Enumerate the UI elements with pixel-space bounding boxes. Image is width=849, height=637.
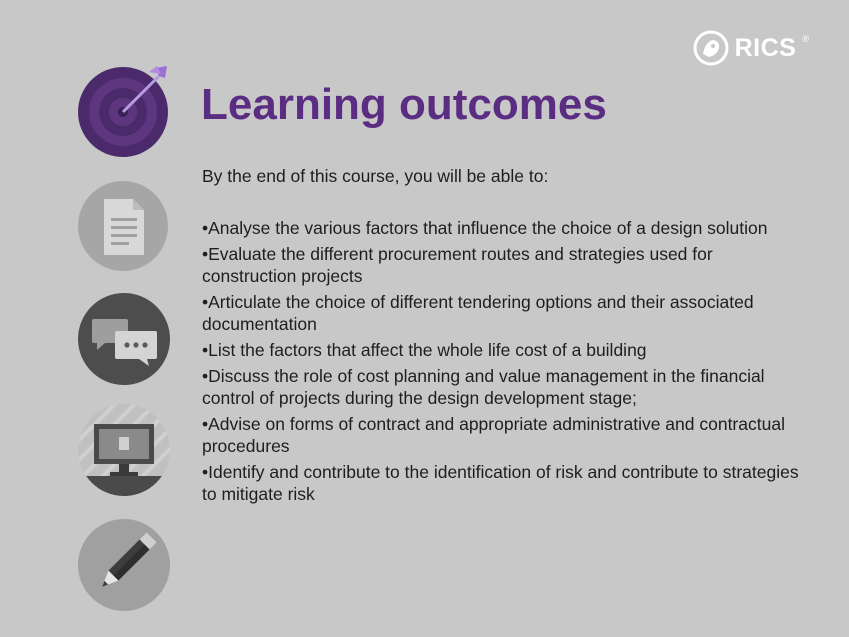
list-item: •Discuss the role of cost planning and v…	[202, 366, 765, 408]
list-item: •Articulate the choice of different tend…	[202, 292, 754, 334]
pencil-icon	[78, 519, 170, 611]
rics-logo: RICS ®	[693, 30, 809, 66]
intro-text: By the end of this course, you will be a…	[202, 166, 549, 186]
list-item: •Evaluate the different procurement rout…	[202, 244, 713, 286]
list-item: •Analyse the various factors that influe…	[202, 218, 768, 238]
logo-registered-mark: ®	[802, 34, 809, 44]
computer-icon	[78, 404, 170, 496]
list-item: •Advise on forms of contract and appropr…	[202, 414, 785, 456]
list-item: •Identify and contribute to the identifi…	[202, 462, 799, 504]
lion-emblem-icon	[693, 30, 729, 66]
target-icon	[78, 66, 168, 157]
logo-text: RICS	[734, 33, 797, 62]
list-item: •List the factors that affect the whole …	[202, 340, 647, 360]
page-title: Learning outcomes	[201, 80, 607, 129]
chat-bubbles-icon	[78, 293, 170, 385]
outcomes-list: •Analyse the various factors that influe…	[202, 217, 802, 509]
document-icon	[78, 181, 168, 271]
